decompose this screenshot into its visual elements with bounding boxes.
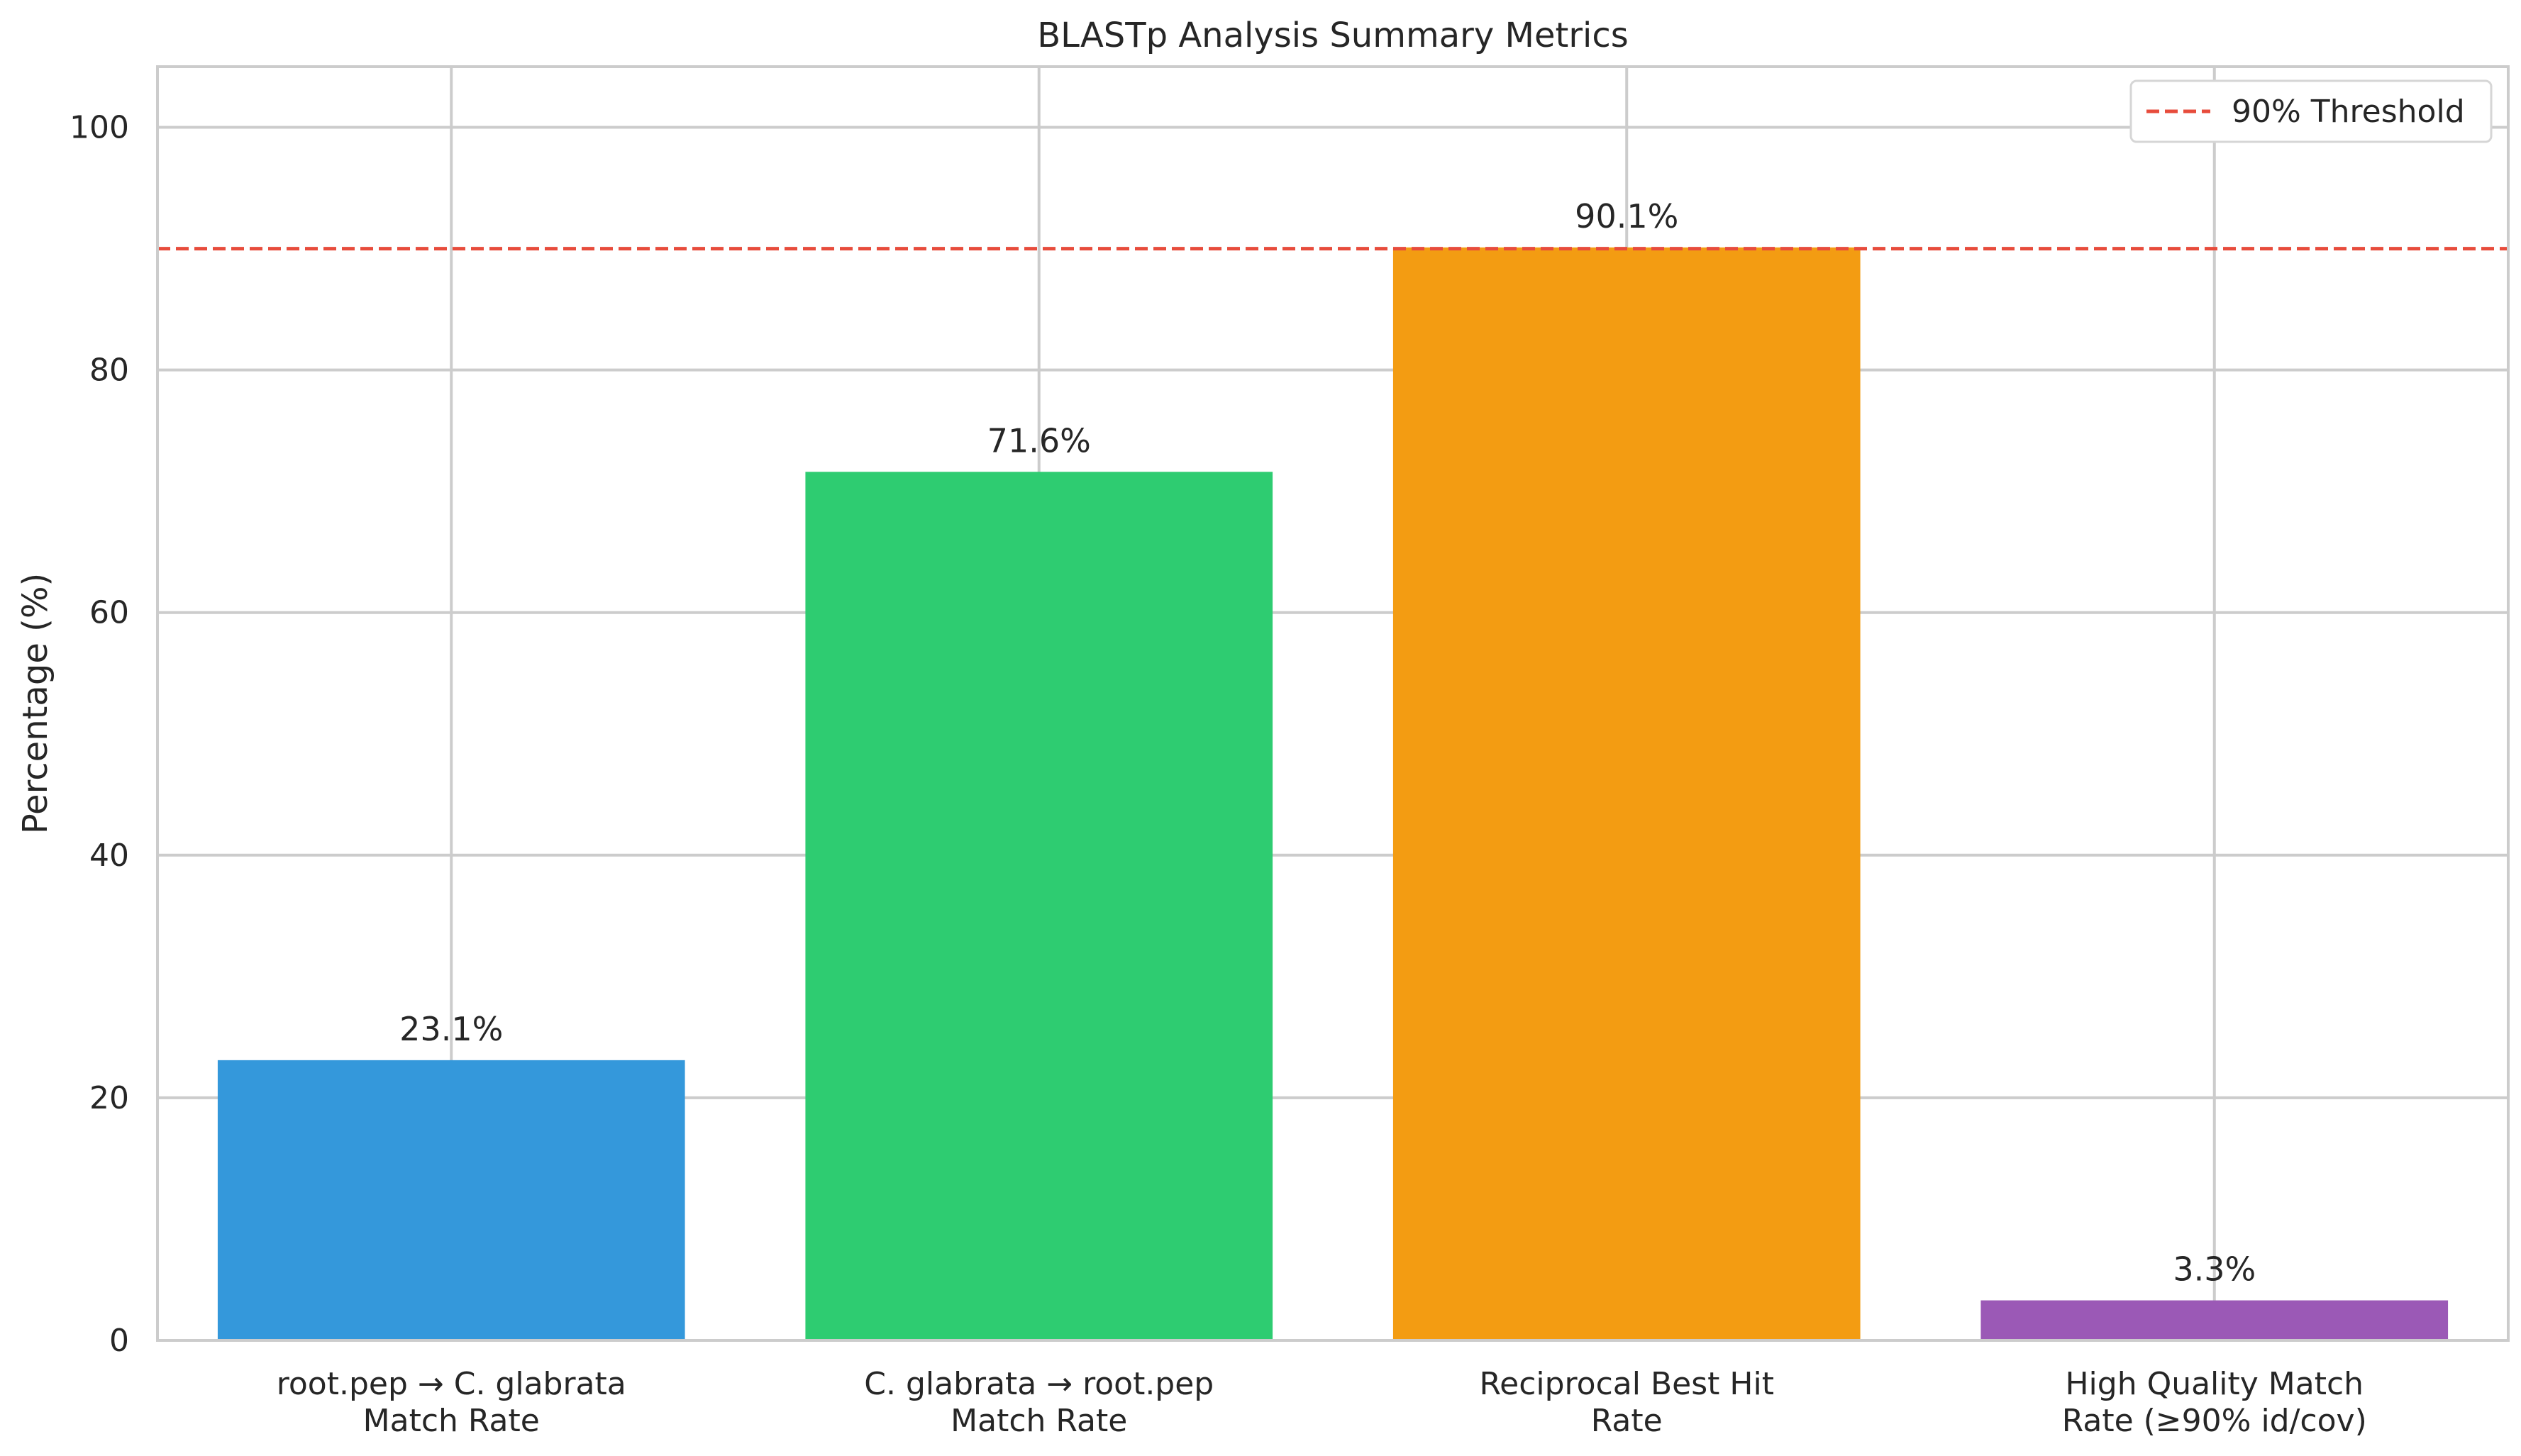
bar-value-label: 3.3% bbox=[2173, 1250, 2256, 1289]
x-category-label-line: High Quality Match bbox=[2065, 1366, 2364, 1402]
y-tick-label: 40 bbox=[89, 838, 129, 874]
bar-value-label: 90.1% bbox=[1575, 197, 1678, 235]
x-category-label: root.pep → C. glabrata Match Rate bbox=[277, 1366, 626, 1439]
x-category-label-line: Reciprocal Best Hit bbox=[1480, 1366, 1774, 1402]
x-category-label: C. glabrata → root.pep Match Rate bbox=[864, 1366, 1214, 1439]
y-tick-label: 100 bbox=[70, 110, 129, 146]
bar bbox=[217, 1060, 685, 1340]
y-axis-label: Percentage (%) bbox=[16, 573, 55, 834]
chart-title: BLASTp Analysis Summary Metrics bbox=[1037, 16, 1629, 55]
x-category-label-line: root.pep → C. glabrata bbox=[277, 1366, 626, 1402]
x-category-label-line: C. glabrata → root.pep bbox=[864, 1366, 1214, 1402]
bar-value-labels: 23.1% 71.6% 90.1% 3.3% bbox=[399, 197, 2256, 1289]
bar-value-label: 71.6% bbox=[987, 421, 1091, 460]
x-category-label-line: Match Rate bbox=[363, 1403, 540, 1439]
legend-box bbox=[2129, 79, 2493, 143]
x-category-label: Reciprocal Best Hit Rate bbox=[1480, 1366, 1774, 1439]
x-category-label-line: Rate bbox=[1591, 1403, 1663, 1439]
bar-value-label: 23.1% bbox=[399, 1010, 503, 1048]
y-tick-label: 0 bbox=[109, 1323, 129, 1359]
x-category-label-line: Match Rate bbox=[951, 1403, 1127, 1439]
legend-threshold-label: 90% Threshold bbox=[2232, 94, 2465, 130]
y-tick-label: 60 bbox=[89, 595, 129, 631]
y-tick-labels: 0 20 40 60 80 100 bbox=[70, 110, 129, 1359]
y-tick-label: 20 bbox=[89, 1080, 129, 1116]
plot-frame bbox=[156, 65, 2510, 1342]
legend: 90% Threshold bbox=[2129, 79, 2493, 143]
y-tick-label: 80 bbox=[89, 352, 129, 389]
bars bbox=[217, 247, 2449, 1340]
x-category-label-line: Rate (≥90% id/cov) bbox=[2062, 1403, 2367, 1439]
bar bbox=[1392, 247, 1861, 1340]
bar bbox=[805, 472, 1273, 1340]
bar bbox=[1980, 1300, 2449, 1340]
x-category-label: High Quality Match Rate (≥90% id/cov) bbox=[2062, 1366, 2367, 1439]
